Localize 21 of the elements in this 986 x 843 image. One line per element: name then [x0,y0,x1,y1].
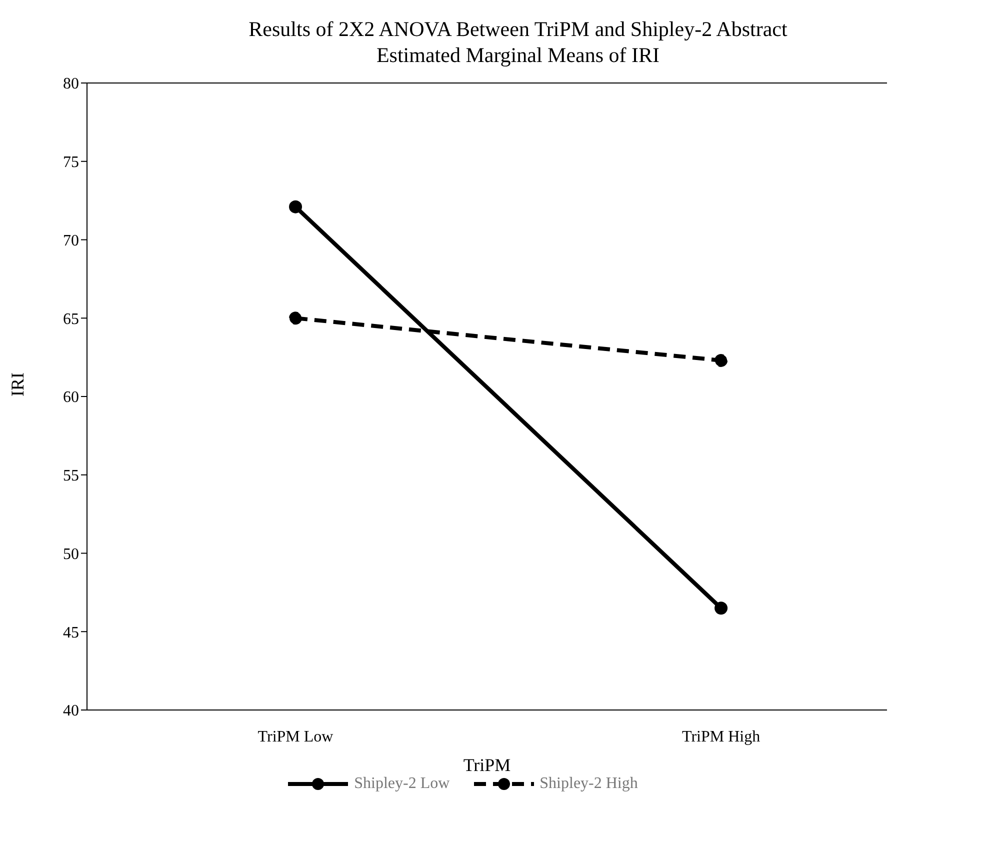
x-axis-title: TriPM [463,755,511,775]
point [289,200,302,214]
y-tick-label: 70 [63,232,79,250]
chart-subtitle: Estimated Marginal Means of IRI [375,42,661,68]
y-tick-label: 65 [63,310,79,328]
point [714,602,728,615]
y-tick-label: 75 [63,154,79,172]
point [289,312,302,325]
point [714,354,728,367]
y-axis-title: IRI [7,372,28,396]
y-tick-label: 60 [63,389,79,406]
y-tick-label: 80 [63,76,79,93]
y-tick-label: 50 [63,546,79,563]
x-tick-label: TriPM High [682,728,760,746]
y-tick-label: 40 [63,702,79,720]
chart-title: Results of 2X2 ANOVA Between TriPM and Shipley-2 Abstract [248,16,788,42]
x-tick-label: TriPM Low [258,728,334,746]
legend-label: Shipley-2 Low [354,775,450,793]
y-tick-label: 45 [63,624,79,642]
legend-label: Shipley-2 High [540,775,638,793]
y-tick-label: 55 [63,468,79,485]
